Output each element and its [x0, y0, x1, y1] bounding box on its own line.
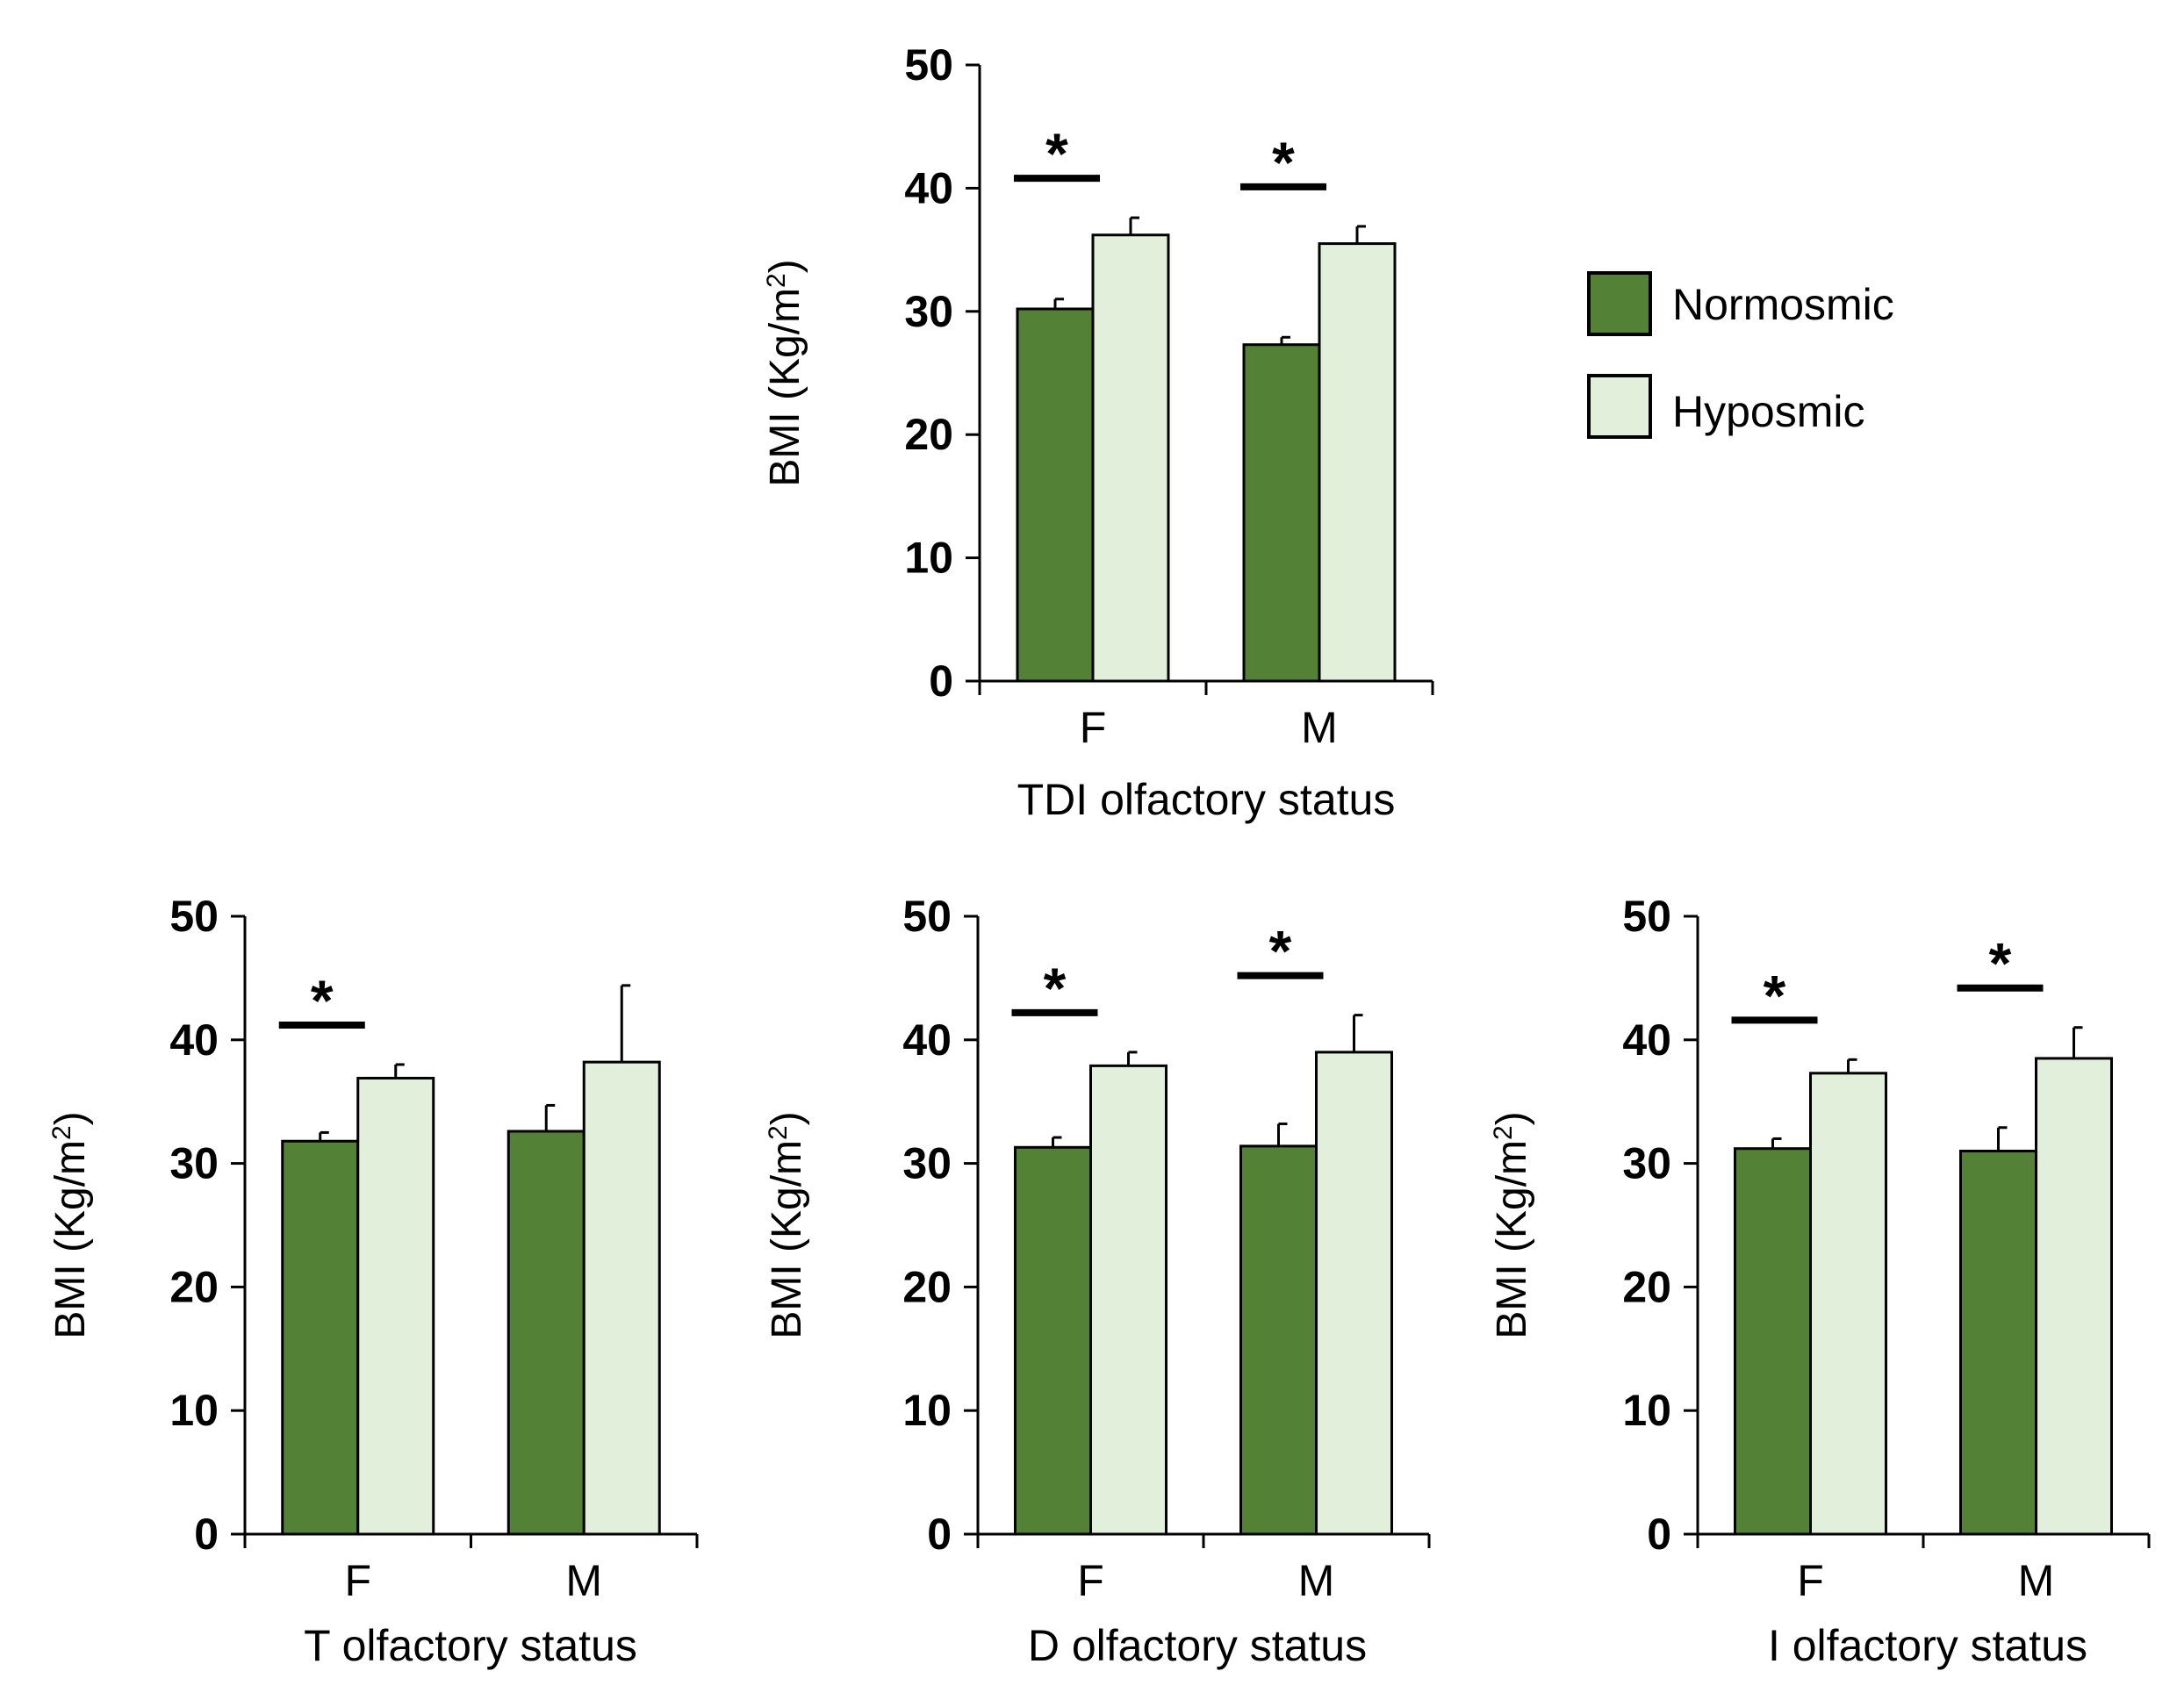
y-tick-label: 20: [169, 1262, 219, 1311]
significance-star: *: [1044, 956, 1067, 1021]
bar-hyposmic: [356, 1076, 435, 1536]
significance-star: *: [1045, 121, 1068, 186]
y-axis-title: BMI (Kg/m2): [764, 1111, 811, 1338]
y-tick-label: 0: [194, 1510, 219, 1559]
y-tick-label: 30: [169, 1139, 219, 1188]
chart-panel-tdi: BMI (Kg/m2) TDI olfactory status 0 10 20 30…: [762, 40, 1434, 824]
x-axis-title: TDI olfactory status: [1017, 775, 1396, 824]
y-tick-label: 0: [1647, 1510, 1671, 1559]
bar-hyposmic: [582, 1060, 661, 1536]
significance-star: *: [1989, 931, 2012, 996]
bar-normosmic: [506, 1130, 586, 1536]
x-tick-label: M: [1298, 1556, 1335, 1605]
x-tick-label: M: [565, 1556, 602, 1605]
y-tick-label: 20: [904, 410, 953, 459]
y-tick-label: 20: [1622, 1262, 1671, 1311]
x-tick-label: F: [1080, 703, 1107, 752]
y-tick-label: 50: [902, 892, 952, 941]
y-tick-label: 20: [902, 1262, 952, 1311]
x-axis-title: D olfactory status: [1028, 1621, 1367, 1670]
bar-normosmic: [1239, 1144, 1318, 1536]
y-tick-label: 10: [1622, 1386, 1671, 1435]
y-tick-label: 10: [904, 534, 953, 583]
bar-hyposmic: [2035, 1057, 2113, 1536]
x-tick-label: M: [2018, 1556, 2055, 1605]
bar-hyposmic: [1315, 1051, 1393, 1536]
bar-normosmic: [1016, 307, 1095, 683]
chart-panel-d: BMI (Kg/m2) D olfactory status 0 10 20 30 40…: [764, 892, 1431, 1670]
x-tick-label: M: [1301, 703, 1338, 752]
significance-star: *: [1272, 130, 1295, 195]
bar-hyposmic: [1809, 1072, 1887, 1536]
bar-hyposmic: [1318, 242, 1397, 683]
chart-panel-t: BMI (Kg/m2) T olfactory status 0 10 20 30 40…: [47, 892, 699, 1670]
legend-swatch-normosmic: [1587, 271, 1652, 336]
y-tick-label: 40: [169, 1015, 219, 1065]
x-tick-label: F: [344, 1556, 371, 1605]
y-tick-label: 40: [902, 1015, 952, 1065]
y-tick-label: 40: [1622, 1015, 1671, 1065]
y-tick-label: 30: [902, 1139, 952, 1188]
y-tick-label: 30: [904, 287, 953, 336]
y-axis-title: BMI (Kg/m2): [47, 1111, 95, 1338]
y-tick-label: 0: [929, 656, 953, 706]
y-tick-label: 50: [169, 892, 219, 941]
significance-star: *: [311, 968, 334, 1033]
x-tick-label: F: [1077, 1556, 1104, 1605]
legend-label-normosmic: Normosmic: [1672, 280, 1894, 329]
significance-star: *: [1269, 919, 1292, 984]
x-axis-title: I olfactory status: [1768, 1621, 2087, 1670]
y-tick-label: 0: [927, 1510, 952, 1559]
y-axis-title: BMI (Kg/m2): [762, 259, 809, 486]
legend-label-hyposmic: Hyposmic: [1672, 387, 1864, 436]
bar-normosmic: [1959, 1150, 2037, 1536]
bar-normosmic: [1734, 1147, 1812, 1536]
x-tick-label: F: [1797, 1556, 1824, 1605]
bar-normosmic: [281, 1139, 360, 1536]
y-tick-label: 10: [169, 1386, 219, 1435]
y-tick-label: 50: [904, 40, 953, 90]
x-axis-title: T olfactory status: [304, 1621, 637, 1670]
y-tick-label: 30: [1622, 1139, 1671, 1188]
legend: Normosmic Hyposmic: [1587, 271, 1894, 439]
bar-hyposmic: [1091, 233, 1170, 683]
significance-star: *: [1764, 963, 1786, 1028]
bar-normosmic: [1014, 1145, 1092, 1536]
y-axis-title: BMI (Kg/m2): [1489, 1111, 1536, 1338]
bar-normosmic: [1242, 343, 1321, 683]
y-tick-label: 10: [902, 1386, 952, 1435]
y-tick-label: 50: [1622, 892, 1671, 941]
bar-hyposmic: [1089, 1064, 1167, 1536]
chart-panel-i: BMI (Kg/m2) I olfactory status 0 10 20 30 40…: [1489, 892, 2151, 1670]
legend-swatch-hyposmic: [1587, 374, 1652, 439]
y-tick-label: 40: [904, 163, 953, 212]
